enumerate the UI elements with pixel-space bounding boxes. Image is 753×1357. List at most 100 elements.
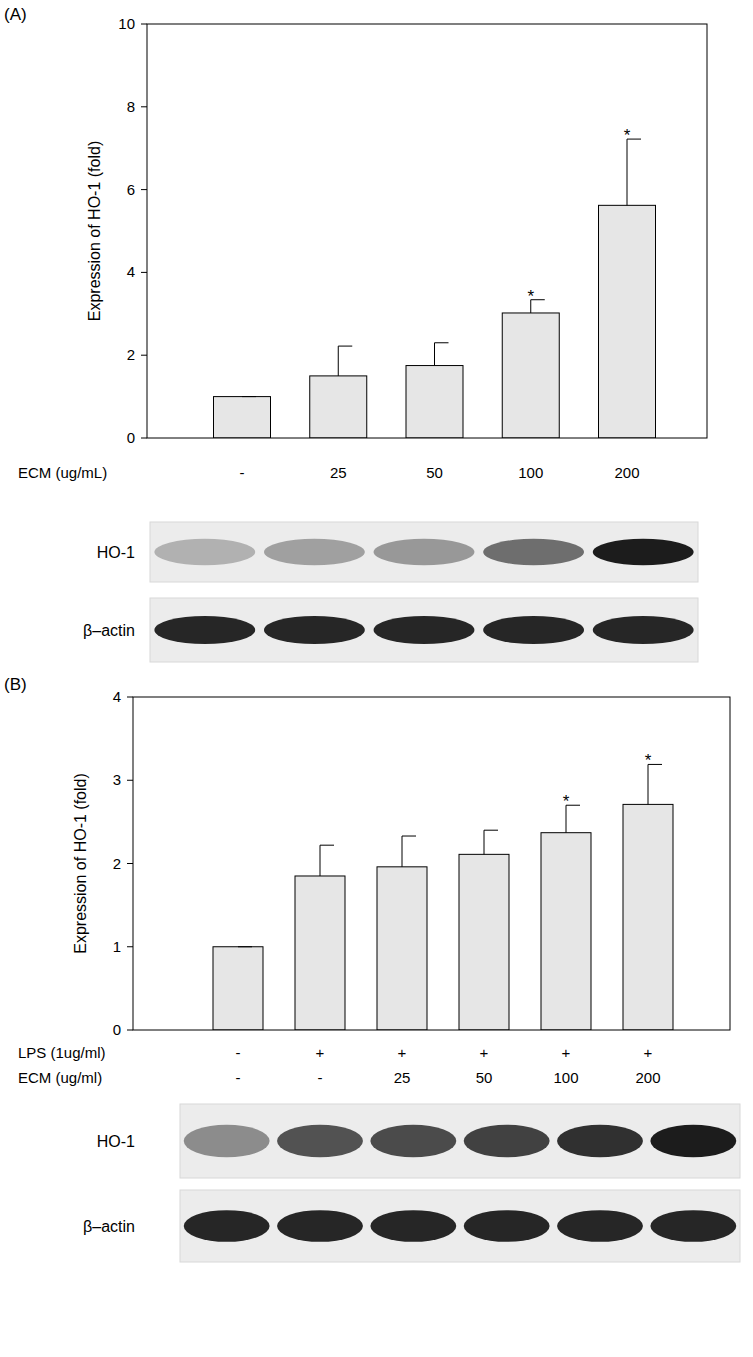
bar: [295, 876, 345, 1030]
blot-band: [374, 539, 475, 565]
category-axis-label: ECM (ug/ml): [18, 1069, 102, 1086]
y-tick-label: 3: [113, 771, 121, 788]
y-tick-label: 0: [127, 429, 135, 446]
error-bar: [238, 946, 252, 947]
y-tick-label: 0: [113, 1021, 121, 1038]
y-tick-label: 6: [127, 181, 135, 198]
category-axis-label: ECM (ug/mL): [18, 464, 107, 481]
y-tick: [127, 863, 133, 864]
bar: [599, 205, 656, 438]
error-cap: [484, 830, 498, 831]
y-axis-label: Expression of HO-1 (fold): [72, 773, 89, 954]
blot-label: HO-1: [97, 544, 135, 561]
blot: β–actin: [83, 1190, 740, 1262]
significance-mark: *: [527, 287, 534, 306]
bars: [213, 764, 673, 1030]
y-tick-label: 10: [118, 15, 135, 32]
row-value: -: [236, 1044, 241, 1061]
blot-membrane: [150, 522, 698, 582]
error-bar: [627, 139, 641, 205]
error-stem: [434, 343, 435, 366]
blot-band: [277, 1210, 363, 1242]
y-tick-label: 4: [113, 688, 121, 705]
error-bar: [402, 836, 416, 867]
blot-membrane: [150, 598, 698, 662]
error-cap: [238, 946, 252, 947]
blot-band: [277, 1125, 363, 1158]
row-label: LPS (1ug/ml): [18, 1044, 106, 1061]
error-bar: [484, 830, 498, 854]
y-tick-label: 2: [127, 346, 135, 363]
blot-membrane: [180, 1190, 740, 1262]
significance-mark: *: [645, 751, 652, 770]
blot-band: [557, 1125, 643, 1158]
y-tick: [127, 1030, 133, 1031]
y-tick: [141, 106, 147, 107]
y-tick-label: 2: [113, 855, 121, 872]
blot-band: [184, 1210, 270, 1242]
panel-label: (A): [4, 5, 27, 24]
category-label: 100: [553, 1069, 578, 1086]
bar: [406, 366, 463, 438]
blot-membrane: [180, 1104, 740, 1178]
y-tick: [141, 438, 147, 439]
figure: (A) 0 2 4 6 8 10 Expression of HO-1 (fold) * * ECM…: [0, 0, 753, 1357]
bar: [541, 833, 591, 1030]
bar: [213, 947, 263, 1030]
panel: (A) 0 2 4 6 8 10 Expression of HO-1 (fold) * * ECM…: [4, 5, 707, 662]
error-cap: [402, 836, 416, 837]
error-cap: [320, 845, 334, 846]
category-label: 25: [394, 1069, 411, 1086]
bar: [459, 854, 509, 1030]
row-value: +: [398, 1044, 407, 1061]
blot-band: [264, 616, 365, 644]
blot-band: [593, 539, 694, 565]
blot-band: [370, 1125, 456, 1158]
blot-band: [154, 616, 255, 644]
row-value: +: [480, 1044, 489, 1061]
category-label: 100: [518, 464, 543, 481]
bar: [310, 376, 367, 438]
y-tick-label: 8: [127, 98, 135, 115]
y-tick: [141, 272, 147, 273]
category-label: 200: [635, 1069, 660, 1086]
y-tick: [127, 780, 133, 781]
panel: (B)01234Expression of HO-1 (fold)**LPS (…: [4, 675, 740, 1262]
blot-label: HO-1: [97, 1133, 135, 1150]
category-label: 25: [330, 464, 347, 481]
blot-band: [370, 1210, 456, 1242]
row-value: +: [644, 1044, 653, 1061]
error-stem: [402, 836, 403, 867]
bar: [377, 867, 427, 1030]
error-bar: [338, 346, 352, 376]
blot-band: [650, 1210, 736, 1242]
bar: [214, 397, 271, 438]
y-tick: [127, 697, 133, 698]
significance-mark: *: [563, 792, 570, 811]
category-label: -: [240, 464, 245, 481]
panel-label: (B): [4, 675, 27, 694]
error-cap: [435, 342, 449, 343]
y-tick: [141, 355, 147, 356]
blot-band: [264, 539, 365, 565]
blot-band: [374, 616, 475, 644]
significance-mark: *: [624, 126, 631, 145]
y-axis-label: Expression of HO-1 (fold): [86, 141, 103, 322]
plot-frame: [147, 24, 707, 438]
blot-band: [483, 539, 584, 565]
blot-band: [184, 1125, 270, 1158]
error-stem: [484, 830, 485, 854]
y-tick: [127, 946, 133, 947]
blot-band: [650, 1125, 736, 1158]
bars: [214, 139, 656, 438]
plot-frame: [133, 697, 730, 1030]
row-value: +: [562, 1044, 571, 1061]
error-stem: [338, 346, 339, 376]
bar: [623, 804, 673, 1030]
blot-band: [154, 539, 255, 565]
error-stem: [320, 845, 321, 876]
blot-band: [557, 1210, 643, 1242]
blot: HO-1: [97, 1104, 740, 1178]
blot-label: β–actin: [83, 622, 135, 639]
y-tick-label: 4: [127, 263, 135, 280]
